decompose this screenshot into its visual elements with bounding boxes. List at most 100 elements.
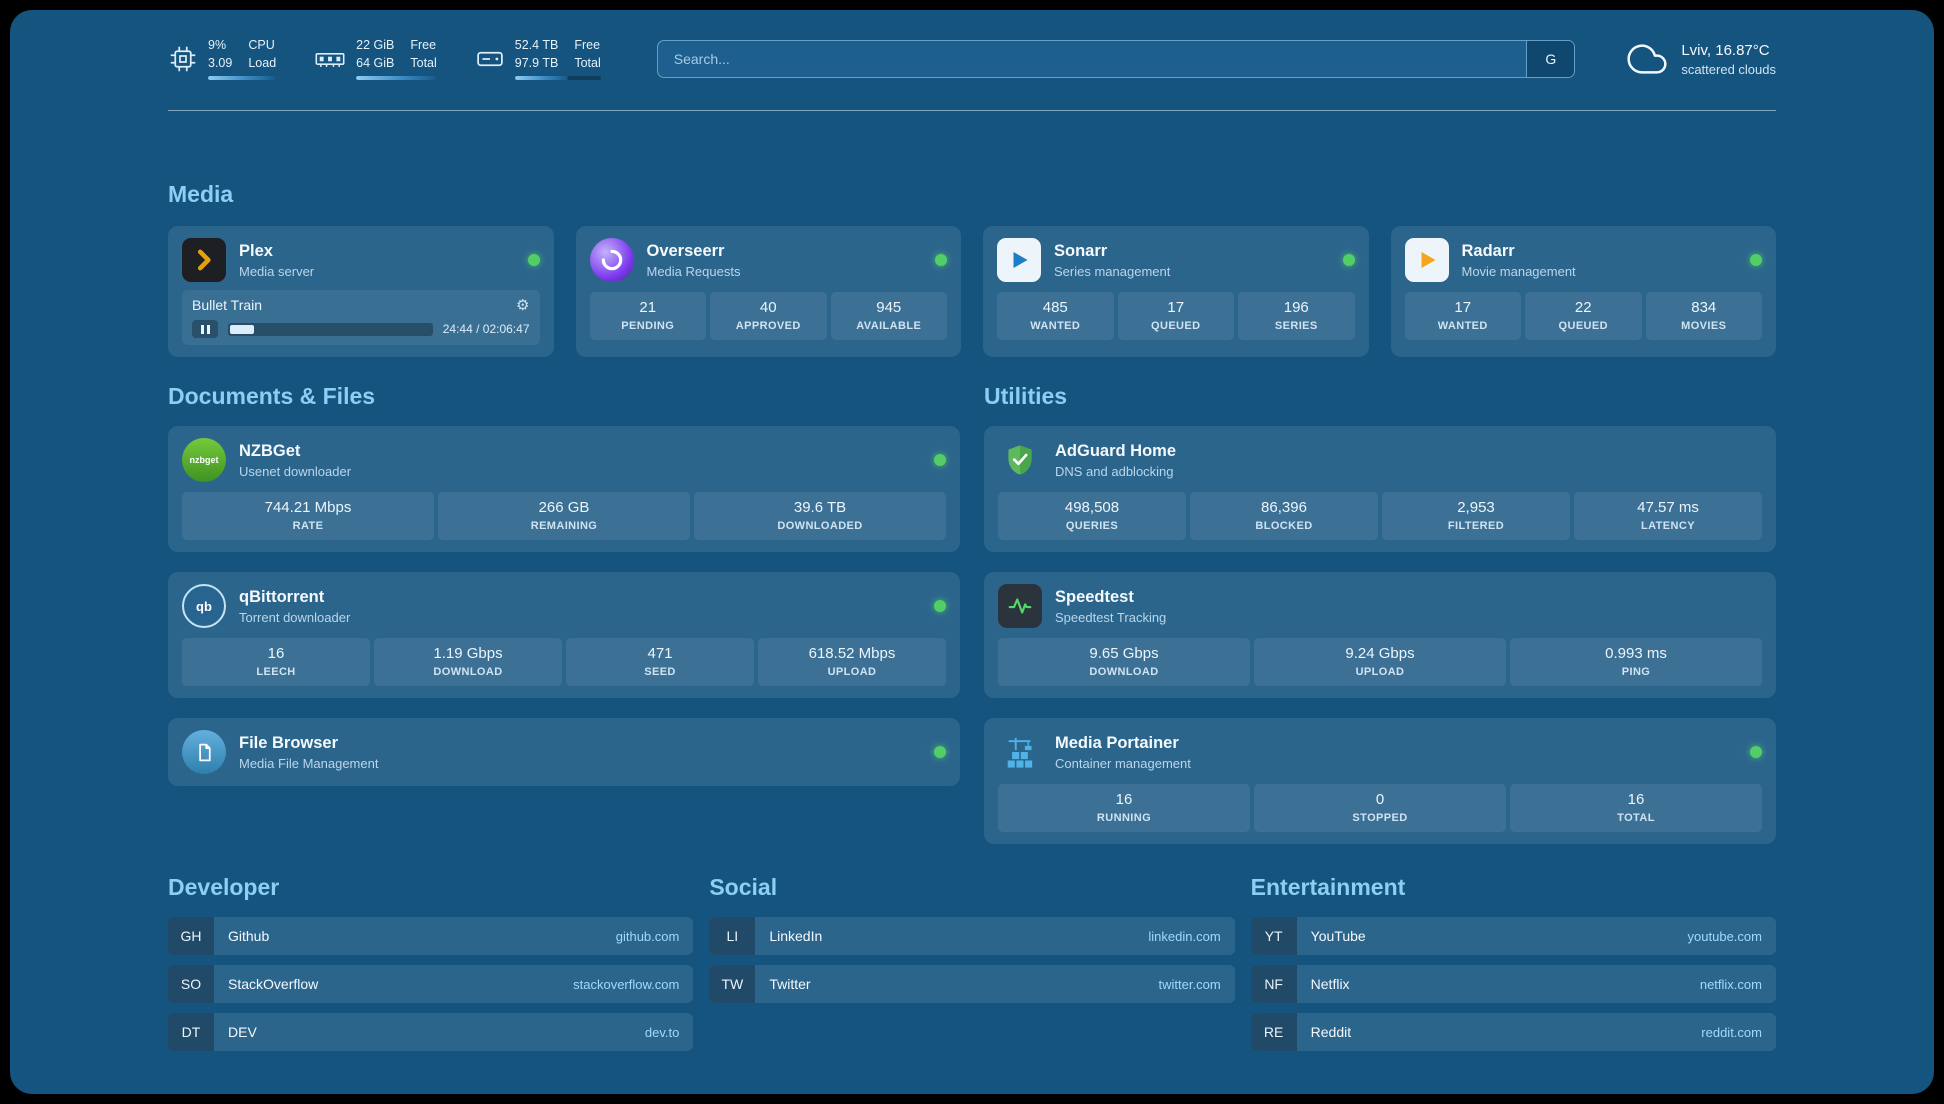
- seek-bar-handle: [230, 324, 254, 334]
- speedtest-card[interactable]: Speedtest Speedtest Tracking 9.65 Gbps D…: [984, 572, 1776, 699]
- dashboard: 9% 3.09 CPU Load: [10, 10, 1934, 1094]
- app-subtitle: Media Requests: [646, 263, 741, 279]
- bookmark-name: YouTube: [1310, 928, 1366, 945]
- app-name: AdGuard Home: [1055, 441, 1177, 460]
- cpu-widget: 9% 3.09 CPU Load: [168, 38, 277, 81]
- stat-queued: 17 QUEUED: [1117, 292, 1234, 341]
- memory-label-bottom: Total: [410, 55, 437, 70]
- bookmark-domain: dev.to: [644, 1024, 680, 1040]
- app-name: File Browser: [239, 733, 339, 752]
- storage-label-bottom: Total: [574, 55, 601, 70]
- portainer-card[interactable]: Media Portainer Container management 16 …: [984, 718, 1776, 845]
- seek-bar[interactable]: [228, 322, 433, 336]
- speedtest-pulse-icon: [998, 584, 1042, 629]
- app-subtitle: Media server: [239, 263, 315, 279]
- portainer-crane-icon: [998, 730, 1042, 774]
- app-name: Radarr: [1461, 241, 1515, 260]
- bookmark-reddit[interactable]: RE Reddit reddit.com: [1250, 1013, 1776, 1052]
- storage-total-value: 97.9 TB: [514, 55, 559, 70]
- storage-label-top: Free: [574, 38, 601, 52]
- cpu-label-bottom: Load: [248, 55, 277, 70]
- search-engine-button[interactable]: G: [1526, 41, 1575, 78]
- bookmark-name: Github: [228, 928, 270, 945]
- social-section-heading: Social: [709, 874, 778, 901]
- bookmark-domain: youtube.com: [1687, 928, 1762, 944]
- bookmark-abbr: RE: [1250, 1013, 1297, 1052]
- overseerr-icon: [589, 238, 634, 283]
- cpu-usage-value: 9%: [208, 38, 227, 52]
- status-indicator: [1750, 746, 1762, 759]
- app-subtitle: Torrent downloader: [239, 609, 351, 625]
- bookmark-domain: netflix.com: [1699, 976, 1762, 992]
- storage-values: 52.4 TB 97.9 TB: [515, 38, 559, 71]
- gear-icon[interactable]: ⚙: [516, 296, 530, 314]
- adguard-shield-icon: [998, 438, 1042, 482]
- bookmark-stackoverflow[interactable]: SO StackOverflow stackoverflow.com: [168, 965, 694, 1004]
- bookmark-netflix[interactable]: NF Netflix netflix.com: [1250, 965, 1776, 1004]
- overseerr-card[interactable]: Overseerr Media Requests 21 PENDING 40 A…: [575, 226, 961, 358]
- plex-card[interactable]: Plex Media server Bullet Train ⚙ 24:44 /…: [168, 226, 554, 358]
- bookmark-abbr: TW: [709, 965, 756, 1004]
- search-bar: G: [656, 40, 1576, 79]
- stat-pending: 21 PENDING: [589, 292, 706, 341]
- memory-widget: 22 GiB 64 GiB Free Total: [314, 38, 437, 81]
- topbar: 9% 3.09 CPU Load: [168, 38, 1776, 81]
- memory-free-value: 22 GiB: [356, 38, 395, 52]
- plex-icon: [182, 238, 226, 283]
- bookmark-group-developer: Developer GH Github github.com SO StackO…: [168, 874, 694, 1061]
- stat-downloaded: 39.6 TB DOWNLOADED: [694, 492, 946, 541]
- stat-queued: 22 QUEUED: [1525, 292, 1642, 341]
- bookmark-name: LinkedIn: [769, 928, 823, 945]
- pause-button[interactable]: [192, 320, 218, 339]
- adguard-card[interactable]: AdGuard Home DNS and adblocking 498,508 …: [984, 426, 1776, 553]
- bookmark-abbr: GH: [168, 917, 214, 956]
- app-subtitle: Series management: [1054, 263, 1171, 279]
- filebrowser-icon: [182, 730, 226, 775]
- utilities-section-heading: Utilities: [984, 383, 1068, 410]
- bookmark-github[interactable]: GH Github github.com: [168, 917, 694, 956]
- app-name: qBittorrent: [239, 587, 325, 606]
- bookmark-twitter[interactable]: TW Twitter twitter.com: [709, 965, 1235, 1004]
- status-indicator: [935, 254, 947, 267]
- storage-widget: 52.4 TB 97.9 TB Free Total: [475, 38, 601, 81]
- bookmark-group-entertainment: Entertainment YT YouTube youtube.com NF …: [1250, 874, 1776, 1061]
- bookmark-linkedin[interactable]: LI LinkedIn linkedin.com: [709, 917, 1235, 956]
- stat-available: 945 AVAILABLE: [830, 292, 947, 341]
- memory-usage-bar: [356, 76, 437, 81]
- app-name: Sonarr: [1054, 241, 1108, 260]
- bookmark-abbr: DT: [168, 1013, 214, 1052]
- media-grid: Plex Media server Bullet Train ⚙ 24:44 /…: [168, 226, 1776, 358]
- stat-approved: 40 APPROVED: [710, 292, 827, 341]
- cpu-chip-icon: [170, 46, 196, 72]
- now-playing-title: Bullet Train: [192, 297, 263, 314]
- stat-stopped: 0 STOPPED: [1254, 784, 1506, 833]
- radarr-icon: [1404, 238, 1449, 283]
- search-input[interactable]: [657, 41, 1527, 78]
- nzbget-card[interactable]: nzbget NZBGet Usenet downloader 744.21 M…: [168, 426, 960, 553]
- stat-seed: 471 SEED: [566, 638, 754, 687]
- bookmark-domain: github.com: [615, 928, 680, 944]
- bookmark-abbr: NF: [1250, 965, 1297, 1004]
- radarr-card[interactable]: Radarr Movie management 17 WANTED 22 QUE…: [1390, 226, 1776, 358]
- bookmark-abbr: SO: [168, 965, 214, 1004]
- documents-section-heading: Documents & Files: [168, 383, 376, 410]
- sonarr-card[interactable]: Sonarr Series management 485 WANTED 17 Q…: [983, 226, 1369, 358]
- stat-download: 9.65 Gbps DOWNLOAD: [998, 638, 1250, 687]
- stat-series: 196 SERIES: [1238, 292, 1355, 341]
- stat-filtered: 2,953 FILTERED: [1382, 492, 1570, 541]
- stat-upload: 9.24 Gbps UPLOAD: [1254, 638, 1506, 687]
- filebrowser-card[interactable]: File Browser Media File Management: [168, 718, 960, 787]
- bookmark-name: Netflix: [1310, 976, 1350, 993]
- bookmark-dev[interactable]: DT DEV dev.to: [168, 1013, 694, 1052]
- stat-queries: 498,508 QUERIES: [998, 492, 1186, 541]
- app-subtitle: Usenet downloader: [239, 463, 352, 479]
- app-name: Speedtest: [1055, 587, 1134, 606]
- stat-wanted: 485 WANTED: [997, 292, 1114, 341]
- plex-now-playing-panel: Bullet Train ⚙ 24:44 / 02:06:47: [182, 290, 540, 346]
- bookmark-youtube[interactable]: YT YouTube youtube.com: [1250, 917, 1776, 956]
- stat-latency: 47.57 ms LATENCY: [1574, 492, 1762, 541]
- stat-running: 16 RUNNING: [998, 784, 1250, 833]
- qbittorrent-card[interactable]: qb qBittorrent Torrent downloader 16: [168, 572, 960, 699]
- topbar-divider: [168, 110, 1776, 112]
- cloud-icon: [1627, 44, 1667, 74]
